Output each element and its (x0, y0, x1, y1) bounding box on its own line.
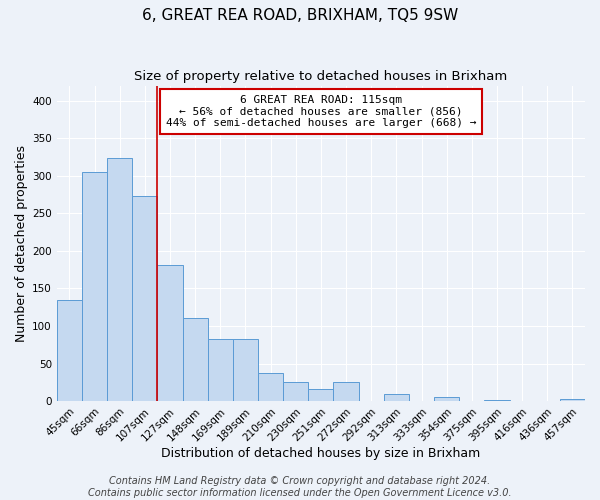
Bar (560, 399, 585, 401)
Text: Contains HM Land Registry data © Crown copyright and database right 2024.
Contai: Contains HM Land Registry data © Crown c… (88, 476, 512, 498)
Bar (484, 400, 509, 401)
Bar (57, 300, 82, 401)
Bar (283, 382, 308, 401)
Bar (233, 339, 258, 401)
Title: Size of property relative to detached houses in Brixham: Size of property relative to detached ho… (134, 70, 508, 83)
Bar (434, 398, 459, 401)
X-axis label: Distribution of detached houses by size in Brixham: Distribution of detached houses by size … (161, 447, 481, 460)
Text: 6 GREAT REA ROAD: 115sqm
← 56% of detached houses are smaller (856)
44% of semi-: 6 GREAT REA ROAD: 115sqm ← 56% of detach… (166, 95, 476, 128)
Bar (334, 382, 359, 401)
Bar (208, 339, 233, 401)
Bar (308, 389, 334, 401)
Bar (258, 374, 283, 401)
Bar (182, 318, 208, 401)
Bar (384, 394, 409, 401)
Bar (107, 158, 132, 401)
Bar (157, 265, 182, 401)
Text: 6, GREAT REA ROAD, BRIXHAM, TQ5 9SW: 6, GREAT REA ROAD, BRIXHAM, TQ5 9SW (142, 8, 458, 22)
Bar (82, 172, 107, 401)
Bar (132, 196, 157, 401)
Y-axis label: Number of detached properties: Number of detached properties (15, 145, 28, 342)
